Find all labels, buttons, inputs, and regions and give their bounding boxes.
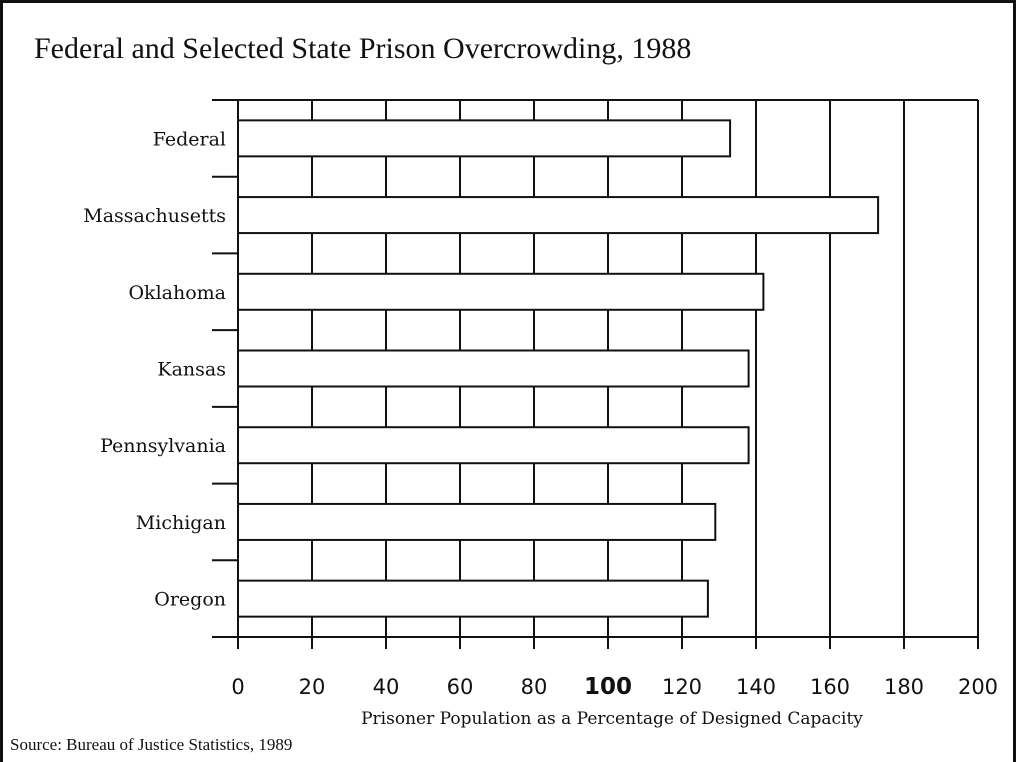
bar-pennsylvania [237, 426, 750, 465]
bar-michigan [237, 502, 717, 541]
x-tick-label: 180 [884, 675, 924, 699]
x-tick-label: 100 [584, 674, 632, 700]
source-note: Source: Bureau of Justice Statistics, 19… [10, 735, 293, 754]
category-label: Federal [153, 128, 226, 150]
x-tick-label: 20 [299, 675, 326, 699]
bar-oregon [237, 579, 709, 618]
x-tick-label: 140 [736, 675, 776, 699]
category-label: Michigan [136, 512, 226, 534]
x-axis-title: Prisoner Population as a Percentage of D… [361, 709, 863, 729]
bar-oklahoma [237, 272, 765, 311]
x-tick-label: 160 [810, 675, 850, 699]
bars [237, 119, 880, 618]
x-tick-label: 80 [521, 675, 548, 699]
x-tick-label: 120 [662, 675, 702, 699]
category-label: Kansas [157, 359, 226, 381]
chart-title: Federal and Selected State Prison Overcr… [34, 32, 692, 65]
category-label: Massachusetts [83, 205, 226, 227]
x-tick-label: 60 [447, 675, 474, 699]
category-labels: Federal Massachusetts Oklahoma Kansas Pennsy… [83, 128, 226, 610]
category-label: Oklahoma [128, 282, 226, 304]
bar-massachusetts [237, 196, 880, 235]
x-tick-label: 200 [958, 675, 998, 699]
bar-federal [237, 119, 732, 158]
x-tick-label: 40 [373, 675, 400, 699]
category-label: Pennsylvania [100, 435, 226, 457]
x-axis: 0 20 40 60 80 100 120 140 160 180 200 [212, 636, 998, 700]
x-tick-label: 0 [231, 675, 244, 699]
bar-kansas [237, 349, 750, 388]
category-label: Oregon [154, 589, 226, 611]
